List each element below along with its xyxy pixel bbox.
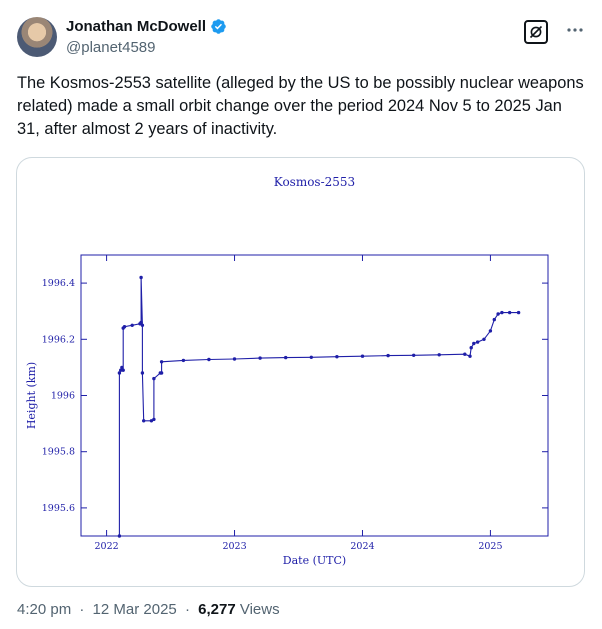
y-tick-label: 1995.6 <box>42 503 75 514</box>
data-point <box>159 360 164 364</box>
data-point <box>130 323 134 327</box>
data-point <box>152 376 156 381</box>
data-point <box>117 371 122 375</box>
data-point <box>412 353 416 357</box>
chart-title: Kosmos-2553 <box>274 175 355 189</box>
data-point <box>472 341 476 346</box>
data-point <box>284 355 288 360</box>
data-point <box>335 355 339 359</box>
data-point <box>149 419 154 423</box>
y-axis-label: Height (km) <box>25 362 38 429</box>
meta-separator: · <box>79 601 85 618</box>
y-tick-label: 1996.2 <box>42 334 75 345</box>
y-tick-label: 1996.4 <box>42 278 75 289</box>
data-point <box>496 312 500 316</box>
data-point <box>516 310 521 315</box>
series-line <box>118 277 519 536</box>
data-point <box>139 275 143 280</box>
data-point <box>360 354 365 358</box>
tweet-media-chart[interactable]: Kosmos-2553 2022 2023 2024 2025 1995.6 1995.8 1… <box>16 157 585 587</box>
views-count: 6,277 <box>198 601 236 618</box>
data-point <box>507 310 512 315</box>
data-point <box>475 340 480 344</box>
tweet-time[interactable]: 4:20 pm <box>17 601 72 618</box>
plot-frame <box>80 254 549 537</box>
data-point <box>159 371 164 375</box>
data-point <box>119 368 123 372</box>
data-point <box>437 353 441 357</box>
verified-badge-icon <box>211 19 226 34</box>
data-point <box>463 352 467 356</box>
data-point <box>181 358 186 363</box>
tweet-meta: 4:20 pm · 12 Mar 2025 · 6,277 Views <box>17 601 280 618</box>
data-point <box>122 325 127 329</box>
data-point <box>142 419 146 423</box>
data-point <box>121 368 125 372</box>
author-handle[interactable]: @planet4589 <box>66 39 156 56</box>
data-point <box>468 354 472 358</box>
x-tick-label: 2022 <box>94 541 118 552</box>
tweet-text: The Kosmos-2553 satellite (alleged by th… <box>17 74 584 138</box>
data-point <box>140 371 145 375</box>
avatar[interactable] <box>17 17 57 57</box>
grok-icon <box>529 25 543 39</box>
data-point <box>469 346 473 350</box>
x-tick-label: 2023 <box>222 541 246 552</box>
data-point <box>117 534 122 538</box>
data-point <box>482 337 486 341</box>
grok-button[interactable] <box>524 20 548 44</box>
x-tick-label: 2024 <box>350 541 374 552</box>
more-dots-icon <box>567 28 583 32</box>
data-point <box>386 353 390 358</box>
data-point <box>500 310 504 315</box>
data-point <box>258 356 262 360</box>
data-point <box>492 317 496 322</box>
data-point <box>139 320 143 325</box>
views-label: Views <box>239 601 280 618</box>
more-options-button[interactable] <box>565 20 585 40</box>
meta-separator: · <box>184 601 190 618</box>
data-point <box>207 357 211 362</box>
x-tick-label: 2025 <box>478 541 502 552</box>
chart: Kosmos-2553 2022 2023 2024 2025 1995.6 1995.8 1… <box>25 175 549 567</box>
author-name-row: Jonathan McDowell <box>66 18 227 35</box>
y-tick-label: 1996 <box>51 391 75 402</box>
y-tick-label: 1995.8 <box>42 447 75 458</box>
author-display-name[interactable]: Jonathan McDowell <box>66 18 207 35</box>
data-point <box>140 323 145 327</box>
tweet-date[interactable]: 12 Mar 2025 <box>92 601 177 618</box>
x-axis-label: Date (UTC) <box>283 554 346 567</box>
data-point <box>232 357 237 361</box>
verified-check-shape <box>214 23 223 30</box>
data-point <box>120 365 124 370</box>
data-point <box>152 417 156 422</box>
data-point <box>309 355 313 359</box>
data-point <box>488 329 493 333</box>
